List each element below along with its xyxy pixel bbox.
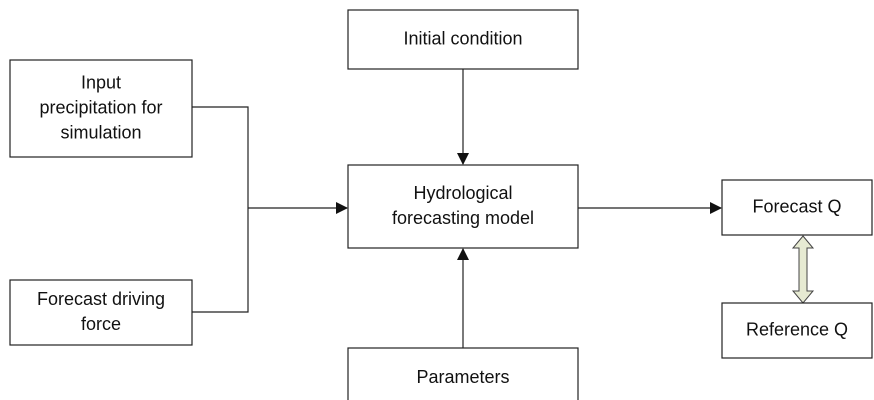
node-label: Parameters [416,367,509,387]
node-label: forecasting model [392,208,534,228]
box [9,279,193,346]
node-label: Forecast driving [37,289,165,309]
node-label: Forecast Q [752,196,841,216]
box [9,59,193,158]
box [721,302,873,359]
node-label: simulation [60,122,141,142]
box [721,179,873,236]
node-label: precipitation for [39,97,162,117]
node-label: Reference Q [746,319,848,339]
node-label: Hydrological [413,183,512,203]
box [347,9,579,70]
node-label: Initial condition [403,28,522,48]
node-label: Input [81,72,121,92]
box [347,347,579,400]
node-label: force [81,314,121,334]
box [347,164,579,249]
merge-connector [192,106,249,313]
double-arrow [791,235,815,304]
